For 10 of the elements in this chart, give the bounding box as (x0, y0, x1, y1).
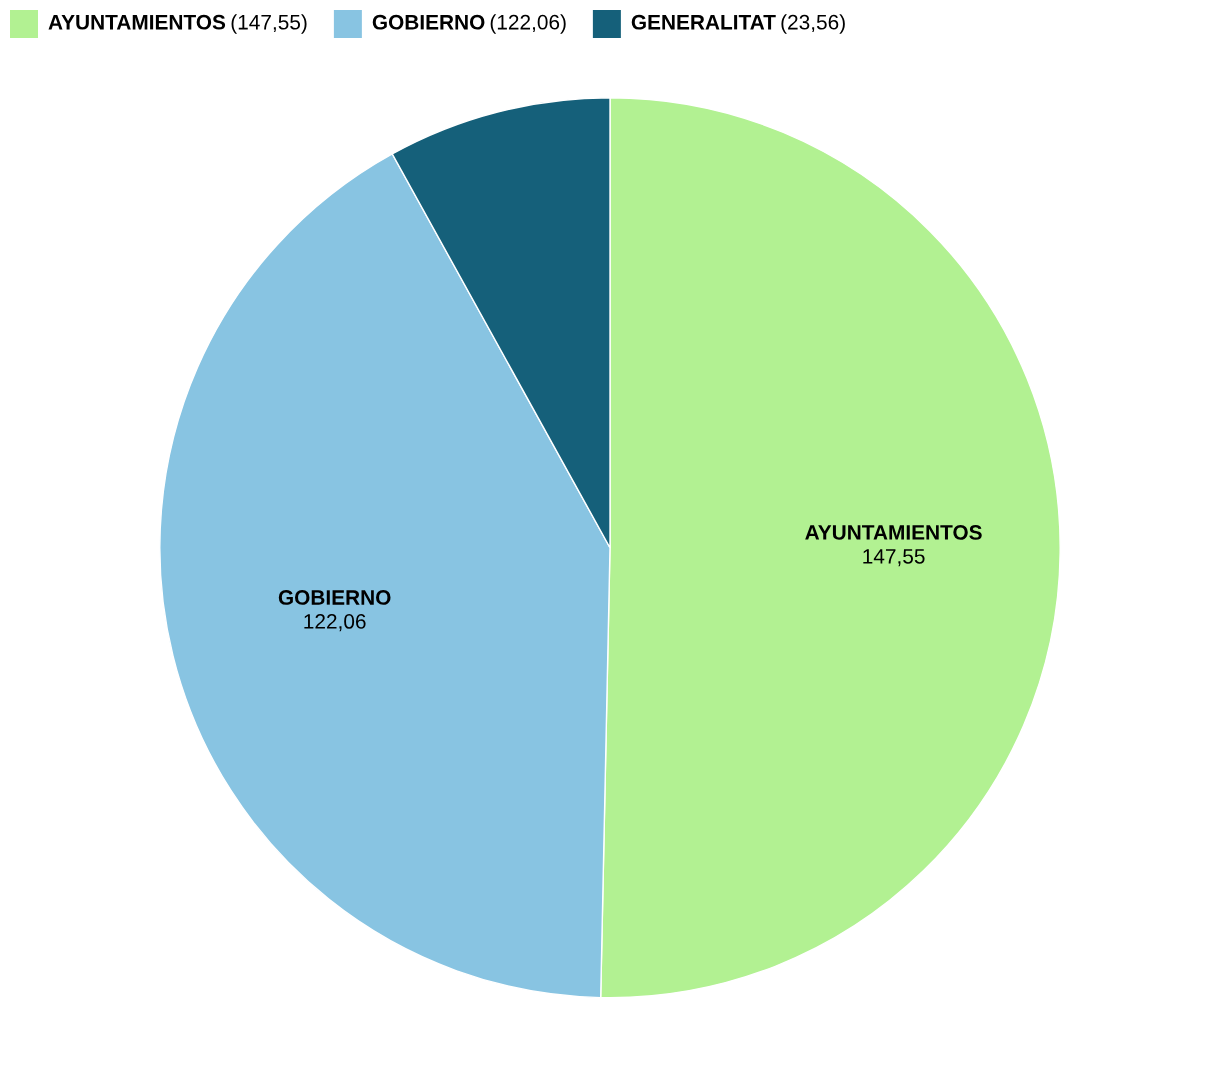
legend-label: GENERALITAT (631, 14, 776, 30)
data-label: 147,55 (863, 549, 925, 567)
legend-label: AYUNTAMIENTOS (48, 14, 226, 30)
data-label: 122,06 (304, 614, 366, 632)
slice-label: GOBIERNO (278, 590, 391, 605)
text: (122,06) (490, 14, 566, 34)
text: (23,56) (781, 14, 845, 34)
legend-label: GOBIERNO (372, 14, 485, 30)
text: (147,55) (231, 14, 307, 34)
slice-label: AYUNTAMIENTOS (805, 525, 982, 540)
